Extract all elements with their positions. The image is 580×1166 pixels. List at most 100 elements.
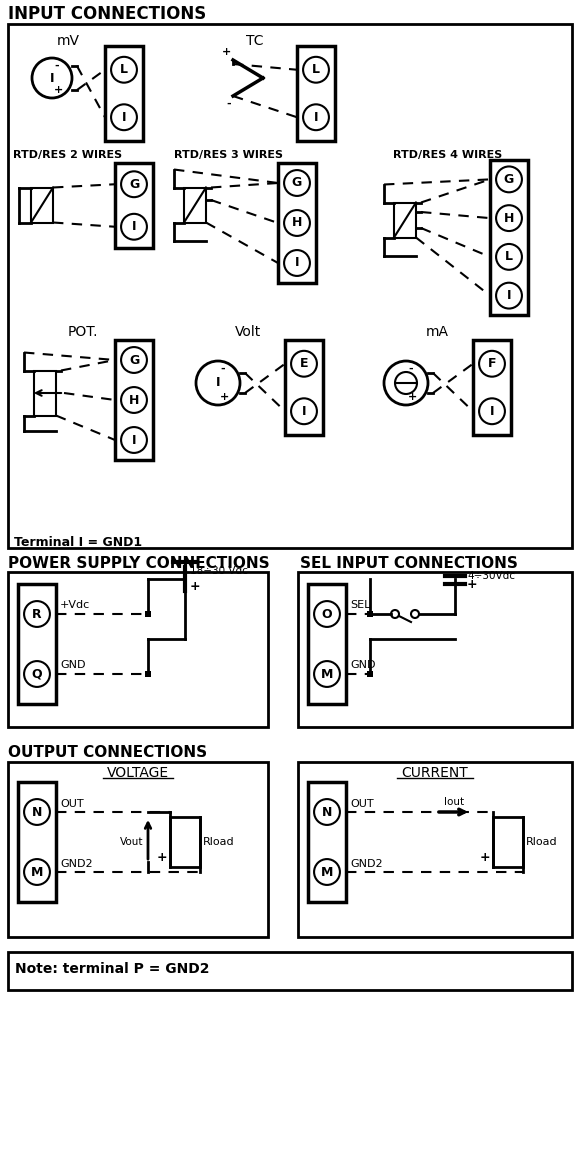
Text: I: I [295,257,299,269]
Text: L: L [505,251,513,264]
Bar [184,188,206,223]
Text: G: G [504,173,514,185]
Text: +: + [220,392,229,402]
Text: -: - [220,364,224,374]
Circle shape [32,58,72,98]
Text: POT.: POT. [68,325,99,339]
Circle shape [291,351,317,377]
Text: GND: GND [350,660,375,670]
Circle shape [284,210,310,236]
Text: +: + [190,581,201,593]
Bar [473,340,511,435]
Text: Note: terminal P = GND2: Note: terminal P = GND2 [15,962,209,976]
Bar [367,670,373,677]
Bar [297,45,335,141]
Text: INPUT CONNECTIONS: INPUT CONNECTIONS [8,5,206,23]
Text: I: I [490,405,494,417]
Circle shape [121,213,147,240]
Text: 4÷30Vdc: 4÷30Vdc [467,571,515,581]
Bar [8,951,572,990]
Text: G: G [129,177,139,191]
Circle shape [496,244,522,269]
Circle shape [24,799,50,824]
Circle shape [496,167,522,192]
Text: +: + [222,47,231,57]
Circle shape [24,602,50,627]
Circle shape [303,57,329,83]
Text: SEL: SEL [350,600,371,610]
Circle shape [24,661,50,687]
Bar [34,371,56,415]
Text: F: F [488,357,496,371]
Bar [18,782,56,902]
Bar [285,340,323,435]
Text: H: H [292,217,302,230]
Text: 18÷30 Vdc: 18÷30 Vdc [190,566,248,576]
Text: RTD/RES 2 WIRES: RTD/RES 2 WIRES [13,150,122,160]
Text: GND: GND [60,660,85,670]
Bar [493,817,523,868]
Text: VOLTAGE: VOLTAGE [107,766,169,780]
Circle shape [111,104,137,131]
Text: I: I [314,111,318,124]
Text: RTD/RES 3 WIRES: RTD/RES 3 WIRES [173,150,282,160]
Circle shape [121,427,147,452]
Bar [308,782,346,902]
Bar [145,670,151,677]
Text: E: E [300,357,308,371]
Bar [394,203,416,238]
Text: Rload: Rload [526,837,557,847]
Circle shape [384,361,428,405]
Text: GND2: GND2 [60,859,93,869]
Circle shape [284,250,310,276]
Circle shape [303,104,329,131]
Text: I: I [132,434,136,447]
Text: mA: mA [426,325,448,339]
Text: N: N [322,806,332,819]
Text: G: G [292,176,302,190]
Text: L: L [312,63,320,76]
Circle shape [314,602,340,627]
Bar [8,24,572,548]
Text: N: N [32,806,42,819]
Circle shape [291,399,317,424]
Text: OUTPUT CONNECTIONS: OUTPUT CONNECTIONS [8,745,207,760]
Text: M: M [321,667,333,681]
Text: Terminal I = GND1: Terminal I = GND1 [14,536,142,549]
Bar [367,611,373,617]
Circle shape [121,171,147,197]
Text: +: + [480,851,490,864]
Circle shape [121,387,147,413]
Text: GND2: GND2 [350,859,383,869]
Bar [298,573,572,726]
Text: H: H [129,393,139,407]
Text: +Vdc: +Vdc [60,600,90,610]
Text: Q: Q [32,667,42,681]
Bar [18,584,56,704]
Text: SEL INPUT CONNECTIONS: SEL INPUT CONNECTIONS [300,556,518,571]
Text: TC: TC [246,34,264,48]
Text: POWER SUPPLY CONNECTIONS: POWER SUPPLY CONNECTIONS [8,556,270,571]
Text: OUT: OUT [350,799,374,809]
Text: M: M [31,865,43,878]
Circle shape [479,351,505,377]
Bar [170,817,200,868]
Circle shape [391,610,399,618]
Bar [298,763,572,937]
Circle shape [314,859,340,885]
Text: RTD/RES 4 WIRES: RTD/RES 4 WIRES [393,150,503,160]
Bar [308,584,346,704]
Text: I: I [216,377,220,389]
Text: -: - [408,364,412,374]
Circle shape [479,399,505,424]
Text: Volt: Volt [235,325,261,339]
Text: L: L [120,63,128,76]
Text: +: + [467,577,477,590]
Bar [8,573,268,726]
Circle shape [496,205,522,231]
Circle shape [284,170,310,196]
Bar [115,163,153,248]
Text: -: - [54,61,59,71]
Circle shape [314,799,340,824]
Text: I: I [122,111,126,124]
